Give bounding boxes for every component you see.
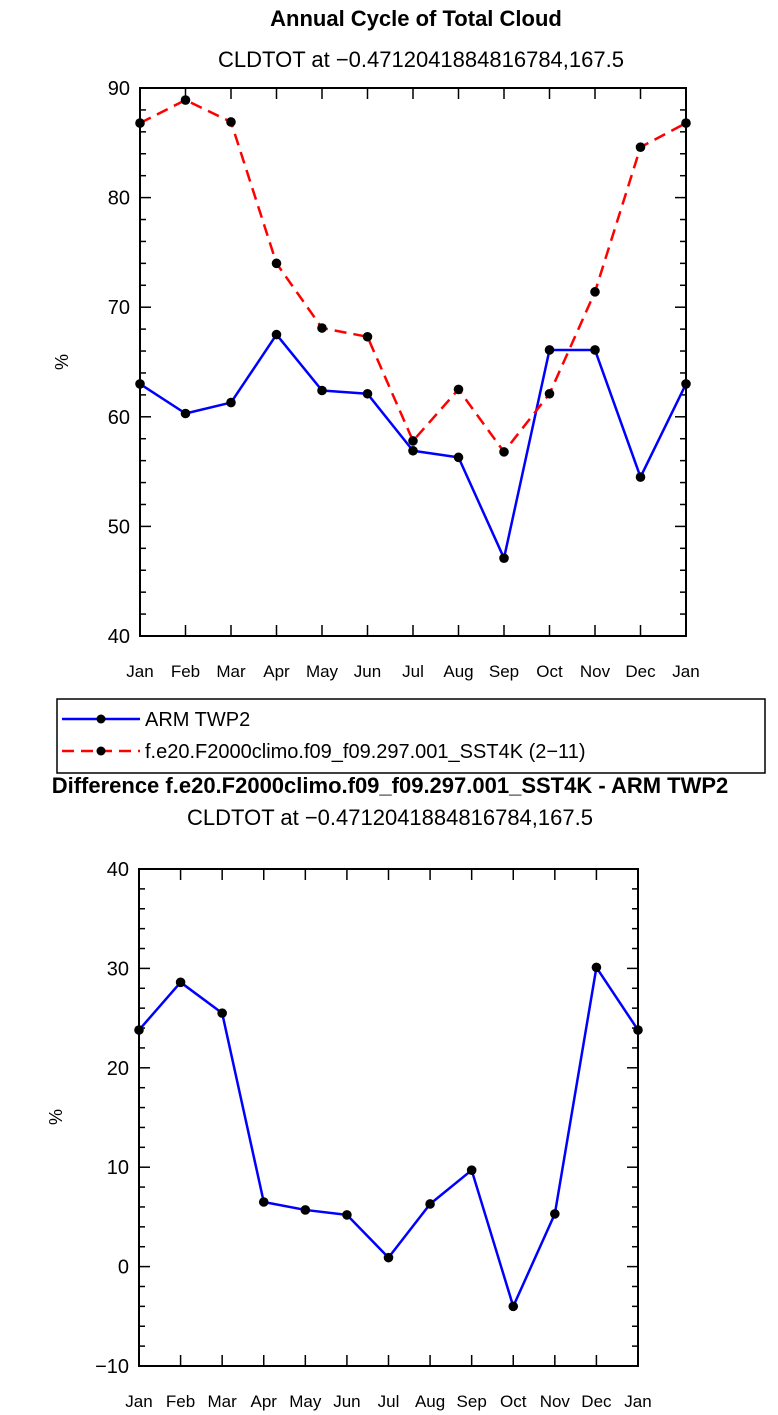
data-point-series1-3 <box>271 258 282 269</box>
data-point-series0-7 <box>425 1199 435 1209</box>
data-point-series0-7 <box>453 452 464 463</box>
x-tick-label: Apr <box>251 1392 278 1411</box>
x-tick-label: Dec <box>581 1392 612 1411</box>
x-tick-label: Sep <box>457 1392 487 1411</box>
data-point-series0-1 <box>175 977 186 988</box>
x-tick-label: Jun <box>333 1392 360 1411</box>
x-tick-label: Feb <box>171 662 200 681</box>
data-point-series1-2 <box>226 117 236 127</box>
data-point-series1-11 <box>635 142 646 152</box>
legend-marker-arm <box>96 714 106 724</box>
data-point-series0-11 <box>591 962 602 973</box>
x-tick-label: May <box>289 1392 322 1411</box>
data-point-series1-1 <box>180 95 191 105</box>
x-tick-label: Mar <box>216 662 246 681</box>
y-tick-label: 30 <box>107 958 129 980</box>
y-tick-label: 40 <box>107 859 129 881</box>
data-point-series0-9 <box>544 345 555 355</box>
data-point-series0-5 <box>342 1210 352 1220</box>
chart-subtitle: CLDTOT at −0.4712041884816784,167.5 <box>218 47 624 72</box>
data-point-series0-8 <box>466 1165 477 1175</box>
x-tick-label: Oct <box>536 662 563 681</box>
data-point-series1-9 <box>544 388 555 399</box>
plot-frame <box>138 868 639 1367</box>
data-point-series1-10 <box>590 287 600 297</box>
y-tick-label: −10 <box>95 1356 129 1378</box>
data-point-series0-3 <box>258 1197 269 1207</box>
data-point-series0-1 <box>180 408 191 419</box>
x-tick-label: Nov <box>580 662 611 681</box>
data-point-series1-0 <box>135 118 145 128</box>
data-point-series0-0 <box>134 1025 144 1035</box>
data-point-series0-4 <box>300 1205 311 1215</box>
x-tick-label: Dec <box>625 662 656 681</box>
legend-box <box>56 698 766 774</box>
data-point-series1-7 <box>453 384 464 395</box>
data-point-series1-8 <box>499 447 509 457</box>
data-point-series0-6 <box>408 445 418 456</box>
legend: ARM TWP2 f.e20.F2000climo.f09_f09.297.00… <box>56 698 766 774</box>
data-point-series1-12 <box>681 118 691 128</box>
legend-entry-model: f.e20.F2000climo.f09_f09.297.001_SST4K (… <box>145 741 585 763</box>
x-tick-label: Jun <box>354 662 381 681</box>
data-point-series0-10 <box>550 1209 560 1219</box>
x-tick-label: Apr <box>263 662 290 681</box>
chart-panel-difference: Difference f.e20.F2000climo.f09_f09.297.… <box>46 773 728 1411</box>
y-tick-label: 0 <box>118 1257 129 1279</box>
data-point-series0-4 <box>317 385 327 396</box>
x-tick-label: Nov <box>540 1392 571 1411</box>
x-tick-label: Aug <box>415 1392 445 1411</box>
x-tick-label: May <box>306 662 339 681</box>
chart-subtitle: CLDTOT at −0.4712041884816784,167.5 <box>187 805 593 830</box>
data-point-series1-5 <box>362 331 373 342</box>
y-tick-label: 40 <box>108 626 130 648</box>
data-point-series0-9 <box>508 1301 519 1312</box>
chart-title: Difference f.e20.F2000climo.f09_f09.297.… <box>52 773 729 798</box>
data-point-series1-6 <box>408 436 418 446</box>
x-tick-label: Oct <box>500 1392 527 1411</box>
chart-panel-annual-cycle: Annual Cycle of Total Cloud CLDTOT at −0… <box>52 6 700 681</box>
y-tick-label: 70 <box>108 297 130 319</box>
x-tick-label: Feb <box>166 1392 195 1411</box>
x-tick-label: Jan <box>624 1392 651 1411</box>
series-line-1 <box>139 98 687 454</box>
x-tick-label: Jul <box>378 1392 400 1411</box>
data-point-series0-12 <box>681 379 691 389</box>
x-tick-label: Jan <box>125 1392 152 1411</box>
plot-frame <box>139 87 687 637</box>
y-axis-label: % <box>52 354 72 370</box>
data-point-series0-6 <box>383 1252 394 1263</box>
y-tick-label: 60 <box>108 407 130 429</box>
data-point-series0-3 <box>271 329 282 340</box>
data-point-series0-5 <box>362 388 373 399</box>
x-tick-label: Aug <box>443 662 473 681</box>
legend-entry-arm-twp2: ARM TWP2 <box>145 709 250 731</box>
data-point-series0-11 <box>635 472 646 482</box>
data-point-series0-10 <box>590 345 600 355</box>
y-tick-label: 50 <box>108 516 130 538</box>
chart-title: Annual Cycle of Total Cloud <box>270 6 562 31</box>
y-tick-label: 90 <box>108 78 130 100</box>
y-tick-label: 80 <box>108 188 130 210</box>
data-point-series0-2 <box>226 397 236 408</box>
x-tick-label: Mar <box>208 1392 238 1411</box>
data-point-series0-2 <box>217 1008 227 1018</box>
x-tick-label: Sep <box>489 662 519 681</box>
x-tick-label: Jan <box>672 662 699 681</box>
x-tick-label: Jul <box>402 662 424 681</box>
y-tick-label: 20 <box>107 1058 129 1080</box>
y-tick-label: 10 <box>107 1157 129 1179</box>
x-tick-label: Jan <box>126 662 153 681</box>
data-point-series0-8 <box>499 553 509 563</box>
legend-marker-model <box>96 746 106 756</box>
data-point-series1-4 <box>317 323 327 333</box>
data-point-series0-12 <box>633 1025 643 1035</box>
data-point-series0-0 <box>135 379 145 389</box>
y-axis-label: % <box>46 1109 66 1125</box>
